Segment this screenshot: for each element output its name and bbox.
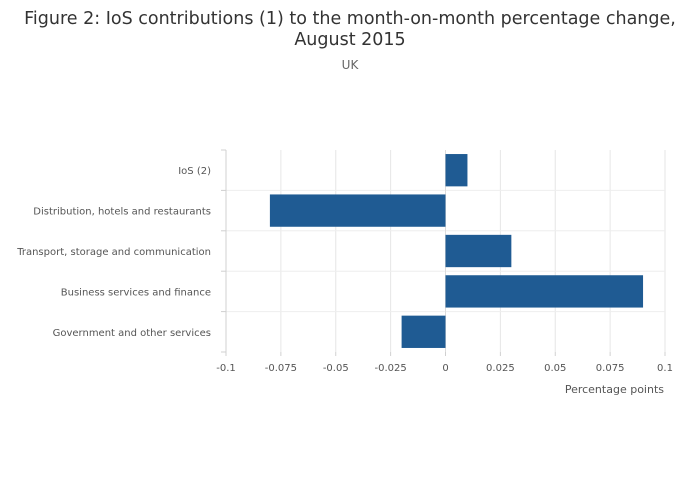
x-tick-label: 0.025	[486, 363, 515, 374]
bar	[445, 275, 644, 308]
category-label: Government and other services	[53, 328, 211, 339]
x-tick-label: 0	[442, 363, 448, 374]
x-tick-label: -0.025	[375, 363, 407, 374]
x-tick-label: 0.075	[596, 363, 625, 374]
category-label: IoS (2)	[178, 166, 211, 177]
chart-subtitle: UK	[342, 58, 360, 72]
chart-title-line-2: August 2015	[294, 30, 405, 50]
x-tick-label: -0.05	[323, 363, 349, 374]
bars	[269, 154, 644, 348]
chart-title-line-1: Figure 2: IoS contributions (1) to the m…	[24, 9, 676, 29]
category-label: Business services and finance	[61, 287, 211, 298]
category-labels: IoS (2) Distribution, hotels and restaura…	[16, 166, 211, 339]
bar	[445, 154, 468, 187]
bar	[269, 194, 446, 227]
x-tick-label: -0.1	[216, 363, 236, 374]
x-axis-title: Percentage points	[565, 383, 664, 396]
bar	[445, 234, 512, 268]
x-tick-label: -0.075	[265, 363, 297, 374]
axes	[221, 149, 666, 356]
x-tick-labels: -0.1 -0.075 -0.05 -0.025 0 0.025 0.05 0.075 0.1	[216, 363, 673, 374]
x-tick-label: 0.1	[657, 363, 673, 374]
category-label: Distribution, hotels and restaurants	[33, 207, 211, 218]
category-label: Transport, storage and communication	[16, 247, 211, 258]
x-tick-label: 0.05	[544, 363, 566, 374]
bar	[401, 315, 446, 348]
